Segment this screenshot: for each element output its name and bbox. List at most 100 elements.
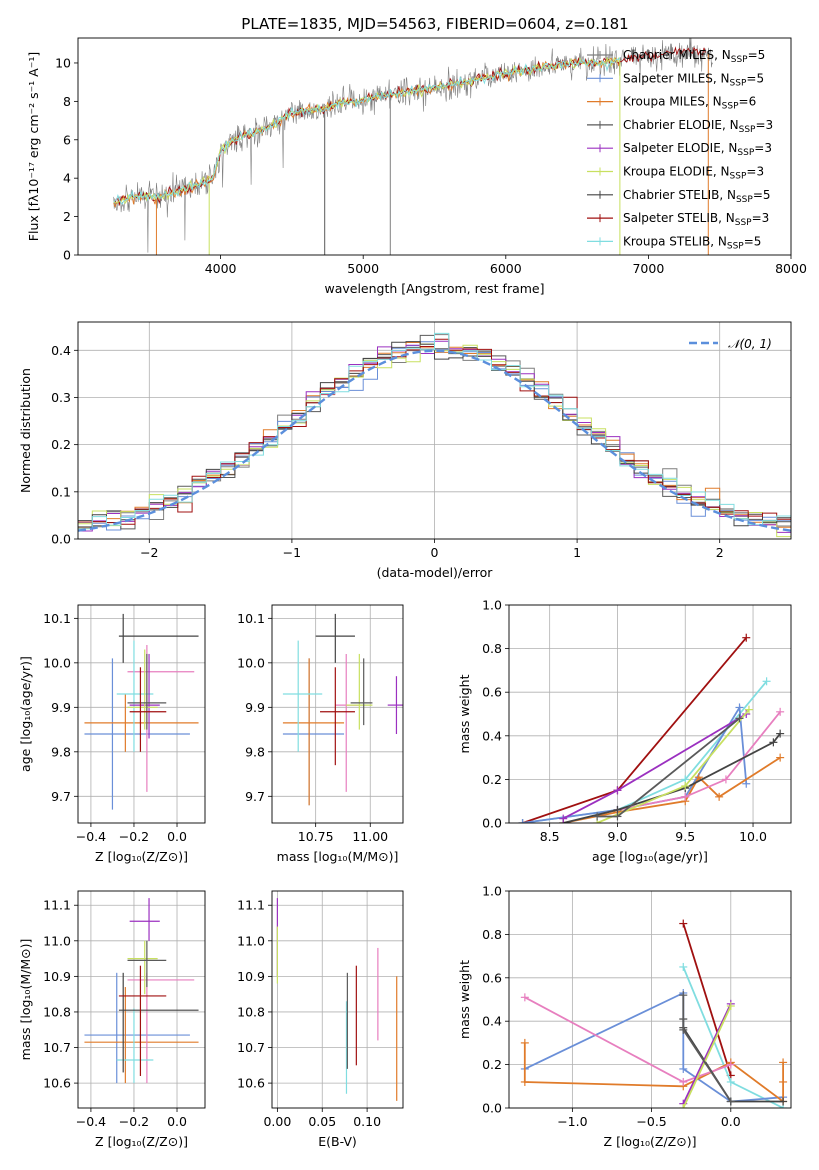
series-line	[682, 1003, 732, 1105]
tick-label-x: 0.05	[308, 1114, 336, 1129]
errorbar-point	[350, 658, 373, 726]
legend-label-main: Salpeter ELODIE, N	[623, 141, 737, 155]
tick-label-x: 1	[573, 545, 581, 560]
errorbar-point	[320, 667, 355, 766]
errorbar-point	[84, 658, 190, 810]
series-line	[682, 923, 732, 1076]
x-axis-label: E(B-V)	[318, 1134, 357, 1149]
normal-curve	[78, 349, 791, 532]
histograms	[78, 332, 791, 538]
tick-label-y: 0	[63, 248, 71, 263]
legend-label-main: Salpeter STELIB, N	[623, 211, 735, 225]
tick-label-x: −1.0	[557, 1114, 587, 1129]
legend-label-main: Salpeter MILES, N	[623, 71, 730, 85]
legend-entry-label: 𝒩(0, 1)	[728, 337, 772, 351]
tick-label-x: −0.2	[119, 1114, 149, 1129]
panel-mass_weight_vs_Z: −1.0 −0.5 0.0 0.0 0.2 0.4 0.6 0.8 1.0 Z [log₁₀(Z/…	[457, 884, 792, 1149]
errorbar-point	[129, 898, 160, 941]
y-axis-label: mass weight	[457, 674, 472, 753]
lines	[520, 919, 788, 1108]
plot-frame	[77, 890, 206, 1109]
y-axis-label: Flux [fλ10⁻¹⁷ erg cm⁻² s⁻¹ A⁻¹]	[26, 52, 41, 241]
legend-label-tail: =5	[753, 188, 771, 202]
errorbar-point	[84, 972, 190, 1084]
tick-label-y: 0.2	[482, 1057, 502, 1072]
tick-label-x: −2	[140, 545, 158, 560]
tick-label-x: 11.00	[352, 829, 388, 844]
y-axis-label: Normed distribution	[18, 368, 33, 493]
histogram-series	[78, 332, 791, 530]
errorbar-point	[118, 965, 167, 1076]
legend-label-sub: SSP	[737, 148, 754, 158]
tick-label-y: 10.1	[43, 611, 71, 626]
plot-frame	[77, 321, 792, 540]
tick-label-y: 0.4	[51, 343, 71, 358]
tick-label-y: 2	[63, 209, 71, 224]
figure-title: PLATE=1835, MJD=54563, FIBERID=0604, z=0…	[241, 15, 628, 33]
legend-entry-label: Kroupa STELIB, NSSP=5	[623, 234, 761, 251]
errorbar-point	[127, 972, 195, 1084]
series-line	[563, 756, 781, 823]
lines	[518, 633, 785, 823]
legend-entry-label: Chabrier ELODIE, NSSP=3	[623, 118, 773, 135]
legend-label-tail: =5	[744, 234, 762, 248]
model-spectrum-line	[113, 57, 621, 205]
tick-label-x: 0.00	[263, 1114, 291, 1129]
legend-label-sub: SSP	[730, 172, 747, 182]
tick-label-y: 0.0	[482, 1101, 502, 1116]
tick-label-y: 1.0	[482, 598, 502, 613]
plot-frame	[77, 37, 792, 256]
plot-frame	[508, 890, 792, 1109]
errorbar-point	[127, 940, 158, 995]
legend-entry-label: Chabrier STELIB, NSSP=5	[623, 188, 771, 205]
legend-entry-label: Kroupa ELODIE, NSSP=3	[623, 165, 764, 182]
tick-label-y: 0.3	[51, 390, 71, 405]
x-axis-label: Z [log₁₀(Z/Z⊙)]	[604, 1134, 697, 1149]
tick-label-x: 5000	[347, 261, 379, 276]
legend-label-sub: SSP	[739, 125, 756, 135]
tick-label-y: 11.1	[237, 898, 265, 913]
plot-frame	[77, 604, 206, 824]
panel-age_vs_mass: 10.75 11.00 9.7 9.8 9.9 10.0 10.1 mass [log₁₀(M…	[237, 604, 404, 864]
errorbars	[84, 898, 199, 1084]
spectrum-lines	[113, 38, 713, 255]
tick-label-y: 8	[63, 94, 71, 109]
legend-label-main: Chabrier ELODIE, N	[623, 118, 739, 132]
tick-label-x: −0.5	[636, 1114, 666, 1129]
legend-label-main: Chabrier STELIB, N	[623, 188, 736, 202]
panel-residuals: −2 −1 0 1 2 0.0 0.1 0.2 0.3 0.4 (data-model)/error…	[18, 321, 792, 580]
plot-frame	[271, 890, 404, 1109]
tick-label-y: 10.8	[43, 1004, 71, 1019]
tick-label-y: 10	[55, 55, 71, 70]
tick-label-y: 0.4	[482, 728, 502, 743]
series-line	[682, 1005, 732, 1108]
series-line	[617, 711, 781, 811]
tick-label-y: 9.9	[245, 700, 265, 715]
tick-label-x: 9.5	[675, 829, 695, 844]
errorbar-point	[129, 667, 167, 752]
errorbar-point	[282, 640, 323, 752]
tick-label-y: 0.6	[482, 970, 502, 985]
legend-label-main: Kroupa MILES, N	[623, 95, 722, 109]
legend-label-sub: SSP	[722, 102, 739, 112]
tick-label-x: 2	[716, 545, 724, 560]
tick-label-y: 0.2	[51, 437, 71, 452]
legend-entry-label: Salpeter STELIB, NSSP=3	[623, 211, 769, 228]
tick-label-x: 8000	[775, 261, 807, 276]
x-axis-label: mass [log₁₀(M/M⊙)]	[277, 849, 399, 864]
tick-label-y: 0.4	[482, 1014, 502, 1029]
tick-label-x: 0.0	[721, 1114, 741, 1129]
tick-label-y: 10.6	[237, 1076, 265, 1091]
errorbar-point	[127, 649, 158, 730]
legend-label-main: Chabrier MILES, N	[623, 48, 731, 62]
errorbar-point	[118, 613, 199, 663]
x-axis-label: Z [log₁₀(Z/Z⊙)]	[95, 1134, 188, 1149]
plot-frame	[271, 604, 404, 824]
tick-label-y: 0.0	[51, 532, 71, 547]
tick-label-y: 10.7	[43, 1040, 71, 1055]
x-axis-label: wavelength [Angstrom, rest frame]	[324, 281, 544, 296]
tick-label-y: 9.8	[51, 744, 71, 759]
panel-spectrum: 4000 5000 6000 7000 8000 0 2 4 6 8 10 wavelength [A…	[26, 37, 807, 296]
